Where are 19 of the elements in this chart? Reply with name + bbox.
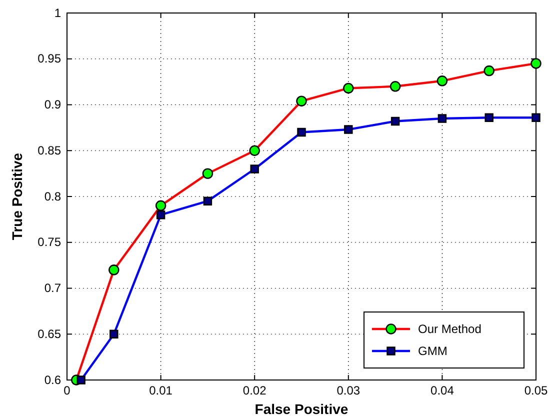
x-tick-label: 0 <box>64 384 71 398</box>
y-tick-label: 0.6 <box>44 372 62 387</box>
x-tick-label: 0.02 <box>242 384 267 398</box>
x-tick-label: 0.03 <box>336 384 360 398</box>
y-tick-label: 0.8 <box>44 189 62 204</box>
y-tick-label: 0.7 <box>44 281 62 296</box>
y-tick-label: 0.75 <box>38 235 62 250</box>
x-axis-title: False Positive <box>254 401 348 417</box>
y-tick-label: 0.9 <box>44 98 62 112</box>
x-tick-label: 0.01 <box>149 384 173 398</box>
x-tick-label: 0.05 <box>524 384 548 398</box>
y-axis-title: True Positive <box>9 152 25 240</box>
y-tick-label: 0.95 <box>38 52 62 66</box>
y-tick-label: 0.85 <box>38 143 62 158</box>
legend-label: Our Method <box>418 322 482 336</box>
legend-label: GMM <box>418 344 448 358</box>
y-tick-label: 0.65 <box>38 326 62 341</box>
x-tick-label: 0.04 <box>430 384 454 398</box>
y-tick-label: 1 <box>54 6 62 20</box>
